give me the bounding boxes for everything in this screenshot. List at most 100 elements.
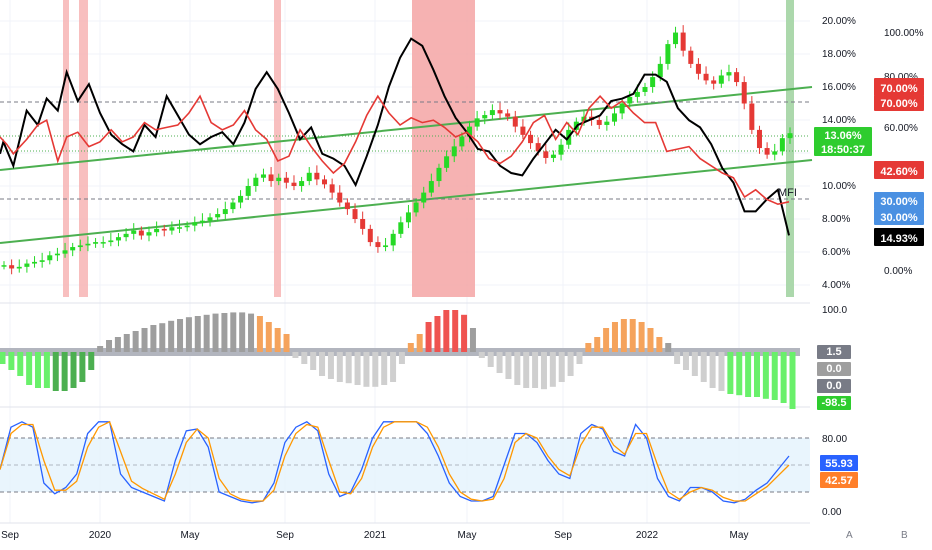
candle-body-34 xyxy=(260,174,266,178)
candle-body-4 xyxy=(32,261,38,264)
candle-body-57 xyxy=(436,167,442,182)
candle-body-22 xyxy=(169,227,175,231)
histogram-bar-77 xyxy=(682,352,689,370)
histogram-bar-39 xyxy=(345,352,352,384)
stoch-line-1 xyxy=(0,420,790,502)
candle-body-54 xyxy=(413,202,419,213)
mfi-series-line-0 xyxy=(0,37,790,236)
histogram-bar-47 xyxy=(416,334,423,352)
histogram-bar-52 xyxy=(461,314,468,352)
candle-body-78 xyxy=(596,120,602,125)
candle-body-56 xyxy=(428,181,434,193)
channel-lower-line xyxy=(0,159,813,244)
histogram-bar-18 xyxy=(159,323,166,352)
price-tick-8: 4.00% xyxy=(822,280,850,291)
histogram-bar-30 xyxy=(265,322,272,352)
histogram-bar-11 xyxy=(97,346,104,352)
candle-body-2 xyxy=(16,266,22,269)
histogram-bar-24 xyxy=(212,313,219,352)
stoch-k-badge-bg xyxy=(820,455,858,471)
candle-body-18 xyxy=(138,230,144,236)
time-tick-1: 2020 xyxy=(89,530,112,541)
candle-body-80 xyxy=(611,113,617,122)
candle-body-21 xyxy=(161,228,167,231)
candle-body-32 xyxy=(245,186,251,196)
price-tick-2: 16.00% xyxy=(822,82,856,93)
histogram-bar-26 xyxy=(230,312,237,352)
histogram-bar-13 xyxy=(114,337,121,352)
time-tick-2: May xyxy=(181,530,200,541)
time-tick-7: 2022 xyxy=(636,530,659,541)
histogram-bar-2 xyxy=(17,352,24,376)
candle-body-65 xyxy=(497,110,503,114)
histogram-bar-23 xyxy=(203,314,210,352)
candle-body-96 xyxy=(734,72,740,83)
candle-body-98 xyxy=(749,103,755,130)
candle-body-31 xyxy=(238,195,244,203)
candle-body-103 xyxy=(787,133,793,139)
histogram-bar-54 xyxy=(478,352,485,358)
last-price-badge-box-bg xyxy=(814,127,872,156)
candle-body-5 xyxy=(39,260,45,262)
price-tick-7: 6.00% xyxy=(822,247,850,258)
main-pane[interactable]: MFI xyxy=(0,0,813,297)
histogram-bar-65 xyxy=(576,352,583,364)
overbought-badge-bg xyxy=(874,78,924,96)
overbought-badge-2-bg xyxy=(874,95,924,111)
highlight-band-2 xyxy=(274,0,281,297)
time-tick-5: May xyxy=(458,530,477,541)
auto-scale-button[interactable]: A xyxy=(846,530,853,541)
price-tick-0: 20.00% xyxy=(822,16,856,27)
histogram-bar-17 xyxy=(150,325,157,352)
red-line-badge: 42.60% xyxy=(880,166,918,178)
histogram-bar-22 xyxy=(194,316,201,352)
highlight-bands xyxy=(63,0,794,297)
histogram-bar-58 xyxy=(514,352,521,385)
osc-tick-0: 100.00% xyxy=(884,28,924,39)
stoch-tick-0: 80.00 xyxy=(822,434,847,445)
highlight-band-3 xyxy=(412,0,475,297)
histogram-bar-40 xyxy=(354,352,361,385)
candle-body-68 xyxy=(520,126,526,135)
candle-body-88 xyxy=(673,32,679,45)
hist-value-3: 0.0 xyxy=(826,380,841,392)
histogram-bar-12 xyxy=(106,340,113,352)
log-scale-button[interactable]: B xyxy=(901,530,908,541)
candles xyxy=(1,25,793,275)
histogram-bar-75 xyxy=(665,343,672,352)
time-axis[interactable]: Sep 2020 May Sep 2021 May Sep 2022 May xyxy=(1,530,748,541)
candle-body-92 xyxy=(703,73,709,81)
histogram-bar-85 xyxy=(753,352,760,397)
histogram-bar-19 xyxy=(168,320,175,352)
hist-value-2: 0.0 xyxy=(826,363,841,375)
stochastic-pane[interactable] xyxy=(0,420,810,504)
stoch-d-badge: 42.57 xyxy=(825,475,853,487)
candle-body-16 xyxy=(123,233,129,238)
candle-body-102 xyxy=(779,138,785,152)
histogram-bar-16 xyxy=(141,328,148,352)
black-line-badge-bg xyxy=(874,228,924,246)
histogram-bar-74 xyxy=(656,337,663,352)
candle-body-17 xyxy=(131,230,137,234)
candle-body-15 xyxy=(115,237,121,241)
candle-body-12 xyxy=(93,242,99,244)
histogram-bar-32 xyxy=(283,334,290,352)
oversold-badge-bg xyxy=(874,192,924,209)
stoch-d-badge-bg xyxy=(820,472,858,488)
time-tick-6: Sep xyxy=(554,530,572,541)
oversold-badge-2-bg xyxy=(874,208,924,225)
candle-body-39 xyxy=(299,181,305,186)
histogram-bar-1 xyxy=(8,352,15,370)
histogram-bar-8 xyxy=(70,352,77,388)
candle-body-94 xyxy=(718,75,724,84)
histogram-bar-59 xyxy=(523,352,530,388)
histogram-pane[interactable] xyxy=(0,310,800,409)
candle-body-47 xyxy=(360,219,366,229)
histogram-bar-60 xyxy=(532,352,539,388)
histogram-bar-38 xyxy=(336,352,343,382)
histogram-bar-41 xyxy=(363,352,370,387)
mfi-lines xyxy=(0,37,790,236)
highlight-band-1 xyxy=(79,0,88,297)
time-tick-0: Sep xyxy=(1,530,19,541)
